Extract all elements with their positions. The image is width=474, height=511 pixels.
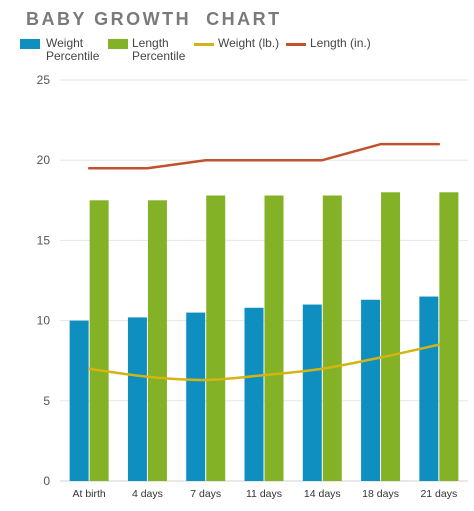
x-tick-label-3: 11 days: [246, 488, 282, 500]
bar-weight-percentile-2: [186, 312, 206, 481]
bar-length-percentile-6: [439, 192, 459, 481]
chart-legend: Weight Percentile Length Percentile Weig…: [0, 37, 474, 67]
y-tick-label-10: 10: [37, 314, 51, 328]
x-tick-label-5: 18 days: [362, 488, 399, 500]
legend-swatch-weight-lb: [194, 43, 214, 46]
bar-weight-percentile-1: [127, 317, 147, 481]
y-tick-label-5: 5: [43, 394, 50, 408]
y-tick-label-20: 20: [37, 153, 51, 167]
x-tick-label-2: 7 days: [190, 488, 221, 500]
y-tick-label-15: 15: [37, 233, 51, 247]
bar-length-percentile-2: [206, 195, 226, 481]
bar-length-percentile-0: [89, 200, 109, 482]
x-tick-label-0: At birth: [73, 488, 106, 500]
legend-swatch-length-percentile: [108, 39, 128, 49]
bar-weight-percentile-4: [302, 304, 322, 481]
bar-length-percentile-5: [381, 192, 401, 481]
y-tick-label-0: 0: [43, 474, 50, 488]
legend-label-length-in: Length (in.): [310, 36, 371, 50]
gridlines: [60, 79, 468, 482]
x-axis: At birth 4 days 7 days 11 days 14 days 18 day…: [73, 488, 458, 500]
y-tick-label-25: 25: [37, 73, 51, 87]
bar-length-percentile-4: [322, 195, 342, 481]
bar-weight-percentile-6: [419, 296, 439, 481]
bar-length-percentile-1: [147, 200, 167, 482]
legend-swatch-length-in: [286, 43, 306, 46]
bar-weight-percentile-3: [244, 307, 264, 481]
series-lines: [87, 142, 441, 382]
line-length-in: [87, 142, 441, 170]
bar-weight-percentile-5: [361, 299, 381, 481]
legend-label-weight-lb: Weight (lb.): [218, 36, 280, 50]
x-tick-label-1: 4 days: [132, 488, 163, 500]
bar-length-percentile-3: [264, 195, 284, 481]
bars: [69, 192, 459, 482]
legend-swatch-weight-percentile: [20, 39, 40, 49]
x-tick-label-4: 14 days: [304, 488, 341, 500]
legend-label-weight-percentile: Weight Percentile: [46, 36, 100, 63]
bar-weight-percentile-0: [69, 320, 89, 481]
chart-title: BABY GROWTH CHART: [26, 9, 282, 29]
legend-label-length-percentile: Length Percentile: [132, 36, 186, 63]
y-axis: 0 5 10 15 20 25: [37, 73, 51, 488]
x-tick-label-6: 21 days: [420, 488, 457, 500]
